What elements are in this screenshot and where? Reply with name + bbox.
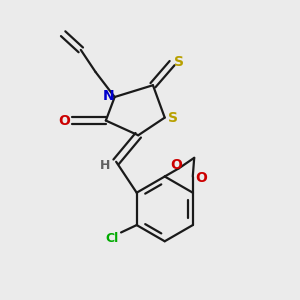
Text: Cl: Cl — [105, 232, 118, 245]
Text: O: O — [195, 171, 207, 185]
Text: N: N — [103, 88, 115, 103]
Text: S: S — [174, 55, 184, 69]
Text: O: O — [170, 158, 182, 172]
Text: O: O — [58, 114, 70, 128]
Text: H: H — [100, 159, 110, 172]
Text: S: S — [168, 111, 178, 124]
